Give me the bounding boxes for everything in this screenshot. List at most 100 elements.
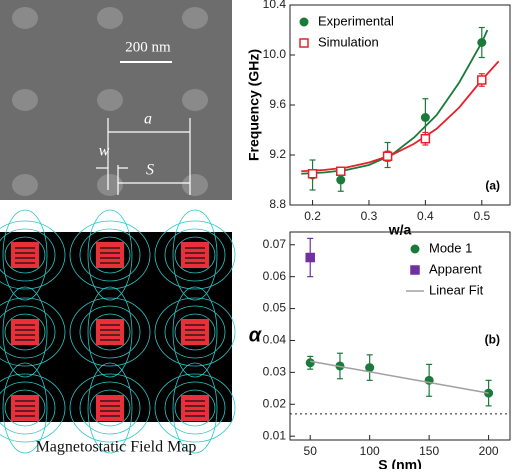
y-tick-label: 9.2 [269,147,286,161]
data-point [305,252,315,263]
field-line [174,236,216,274]
dimension-lines [96,118,191,195]
field-line [89,313,131,351]
data-point [307,169,318,179]
field-line [0,228,56,282]
y-tick-label: 10.0 [263,47,287,61]
magnet [11,395,39,421]
y-tick-label: 0.01 [263,428,287,442]
fit-line [310,360,489,394]
data-point [477,75,487,85]
y-axis-label: α [249,324,263,346]
data-point [336,175,346,185]
fit-curve [301,29,489,175]
magnet [11,242,39,268]
field-line [154,220,236,290]
fit-curve [301,60,500,173]
field-line [89,236,131,274]
field-line [4,236,46,274]
label-w: w [99,143,110,160]
y-axis-label: Frequency (GHz) [246,49,262,161]
legend-label: Experimental [318,13,394,28]
field-line [2,286,48,378]
data-point [382,151,393,161]
field-line [69,373,151,443]
panel-label: (a) [485,178,500,192]
field-line [164,228,226,282]
scale-label: 200 nm [125,39,171,55]
x-axis-label: S (nm) [378,457,422,469]
y-tick-label: 0.03 [263,365,287,379]
data-point [365,363,375,373]
x-tick-label: 0.5 [473,209,490,223]
field-line [0,297,66,367]
y-tick-label: 0.07 [263,237,287,251]
magnet [96,242,124,268]
field-line [0,373,66,443]
field-line [87,209,133,301]
field-line [174,389,216,427]
data-point [305,358,315,368]
field-line [172,362,218,454]
y-tick-label: 0.04 [263,333,287,347]
field-line [154,373,236,443]
field-line [69,297,151,367]
y-tick-label: 9.6 [269,97,286,111]
field-line [89,389,131,427]
data-point [336,166,346,176]
magnet [96,395,124,421]
field-line [79,381,141,435]
legend-swatch [299,17,309,27]
sem-dots [12,7,208,196]
field-line [154,297,236,367]
y-tick-label: 0.02 [263,396,287,410]
x-axis-label: w/a [388,222,412,238]
legend-swatch [299,38,309,48]
field-line [2,362,48,454]
x-tick-label: 0.4 [417,209,434,223]
field-map-caption: Magnetostatic Field Map [36,439,197,456]
label-a: a [144,111,152,128]
field-line [164,305,226,359]
magnet [96,319,124,345]
field-line [87,286,133,378]
legend-label: Simulation [318,34,379,49]
sem-image: 200 nm a w S [0,0,232,200]
legend-label: Apparent [429,261,482,276]
magnet [11,319,39,345]
y-tick-label: 10.4 [263,0,287,11]
field-line [87,362,133,454]
field-line [79,305,141,359]
field-line [0,220,66,290]
field-line [69,220,151,290]
x-tick-label: 50 [304,444,318,458]
x-tick-label: 100 [360,444,380,458]
field-map: Magnetostatic Field Map [0,209,236,456]
field-line [2,209,48,301]
legend-label: Linear Fit [429,282,484,297]
data-point [477,38,487,47]
y-tick-label: 0.05 [263,301,287,315]
magnet [181,395,209,421]
magnet [181,242,209,268]
field-line [164,381,226,435]
label-s: S [146,162,154,179]
field-line [172,209,218,301]
field-line [172,286,218,378]
legend-swatch [410,244,420,254]
legend-swatch [410,265,420,275]
field-line [79,228,141,282]
x-tick-label: 150 [419,444,439,458]
field-line [0,381,56,435]
field-line [174,313,216,351]
data-point [420,113,430,122]
x-tick-label: 0.2 [304,209,321,223]
magnet [181,319,209,345]
y-tick-label: 0.06 [263,269,287,283]
field-line [4,389,46,427]
panel-label: (b) [485,333,500,347]
data-point [420,134,431,144]
x-tick-label: 0.3 [361,209,378,223]
legend-label: Mode 1 [429,240,472,255]
